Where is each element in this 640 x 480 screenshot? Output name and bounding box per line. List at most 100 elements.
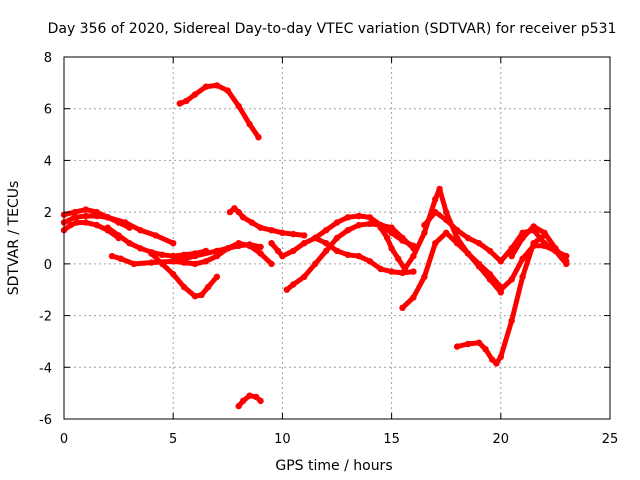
data-point — [191, 260, 199, 268]
data-point — [530, 242, 537, 249]
data-point — [73, 219, 81, 226]
data-point — [170, 271, 177, 278]
data-point — [67, 221, 74, 229]
data-point — [508, 252, 515, 260]
data-point — [239, 214, 247, 221]
data-point — [486, 271, 494, 278]
data-point — [224, 87, 231, 94]
data-point — [508, 276, 515, 283]
data-point — [152, 232, 159, 239]
data-point — [213, 252, 221, 260]
data-point — [246, 121, 253, 128]
data-point — [388, 268, 395, 275]
data-point — [421, 221, 428, 229]
data-point — [202, 258, 210, 265]
data-point — [71, 214, 79, 221]
data-point — [198, 291, 205, 299]
data-point — [248, 219, 255, 226]
data-point — [443, 208, 450, 216]
data-point — [104, 214, 111, 221]
data-point — [410, 252, 417, 260]
data-point — [159, 260, 166, 268]
x-tick-label: 0 — [60, 432, 68, 447]
data-point — [443, 216, 450, 224]
data-point — [436, 185, 443, 193]
data-point — [191, 252, 199, 260]
data-point — [290, 281, 297, 288]
y-tick-label: -2 — [39, 310, 52, 325]
data-point — [475, 240, 483, 247]
series-arc-8 — [170, 240, 274, 267]
data-point — [274, 247, 282, 255]
data-point — [519, 255, 526, 262]
data-point — [239, 397, 247, 405]
data-point — [453, 240, 461, 247]
data-point — [253, 393, 260, 401]
data-point — [475, 339, 483, 346]
data-point — [82, 219, 90, 226]
x-tick-label: 15 — [383, 432, 400, 447]
data-point — [104, 224, 111, 231]
data-point — [279, 252, 286, 260]
data-point — [519, 234, 526, 242]
axis-ticks: 0 5 10 15 20 25 -6 -4 -2 0 2 4 6 8 — [39, 51, 618, 447]
data-point — [126, 240, 133, 247]
data-point — [497, 353, 504, 361]
data-point — [279, 229, 286, 236]
data-point — [508, 317, 515, 324]
data-point — [384, 234, 391, 242]
data-point — [159, 251, 166, 258]
series-arc-13 — [312, 235, 416, 276]
data-point — [301, 240, 308, 247]
data-point — [395, 255, 402, 262]
data-point — [257, 397, 264, 405]
data-point — [333, 219, 341, 226]
y-tick-label: -6 — [39, 413, 52, 428]
data-point — [475, 260, 483, 268]
data-point — [312, 234, 319, 242]
data-point — [268, 227, 275, 234]
x-axis-label: GPS time / hours — [275, 458, 392, 474]
data-point — [377, 265, 384, 273]
data-point — [377, 224, 384, 231]
data-point — [355, 252, 362, 260]
data-point — [388, 224, 395, 231]
data-point — [191, 91, 199, 98]
data-point — [322, 227, 330, 234]
data-point — [432, 240, 439, 247]
data-point — [235, 102, 242, 110]
data-point — [176, 100, 183, 107]
data-point — [170, 258, 177, 265]
y-axis-label: SDTVAR / TECUs — [6, 181, 22, 296]
data-point — [224, 245, 231, 252]
data-point — [180, 283, 188, 291]
data-point — [257, 224, 264, 231]
data-point — [563, 260, 570, 268]
data-point — [399, 304, 406, 311]
data-point — [246, 392, 253, 399]
data-point — [432, 208, 439, 216]
y-tick-label: 2 — [44, 206, 52, 221]
data-point — [204, 283, 212, 291]
data-point — [82, 206, 90, 213]
data-point — [432, 196, 439, 203]
data-point — [388, 245, 395, 252]
data-point — [497, 286, 504, 293]
data-point — [255, 134, 262, 141]
data-point — [130, 260, 138, 268]
data-point — [453, 227, 461, 234]
data-point — [541, 229, 548, 236]
data-point — [464, 340, 472, 348]
x-tick-label: 20 — [493, 432, 510, 447]
chart-title: Day 356 of 2020, Sidereal Day-to-day VTE… — [48, 21, 617, 37]
data-point — [322, 247, 330, 255]
data-point — [290, 230, 297, 238]
data-point — [344, 227, 352, 234]
data-point — [93, 221, 101, 229]
data-point — [235, 240, 242, 247]
data-point — [355, 221, 362, 229]
data-point — [117, 255, 125, 262]
x-tick-label: 5 — [169, 432, 177, 447]
data-point — [333, 247, 341, 255]
data-point — [344, 251, 352, 258]
